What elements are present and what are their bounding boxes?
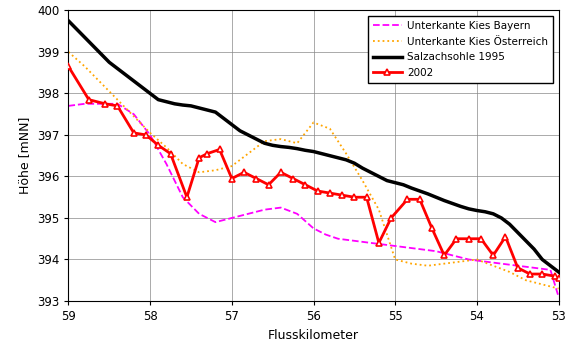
X-axis label: Flusskilometer: Flusskilometer [268,329,359,342]
Legend: Unterkante Kies Bayern, Unterkante Kies Österreich, Salzachsohle 1995, 2002: Unterkante Kies Bayern, Unterkante Kies … [368,16,553,83]
Y-axis label: Höhe [mNN]: Höhe [mNN] [18,117,31,194]
